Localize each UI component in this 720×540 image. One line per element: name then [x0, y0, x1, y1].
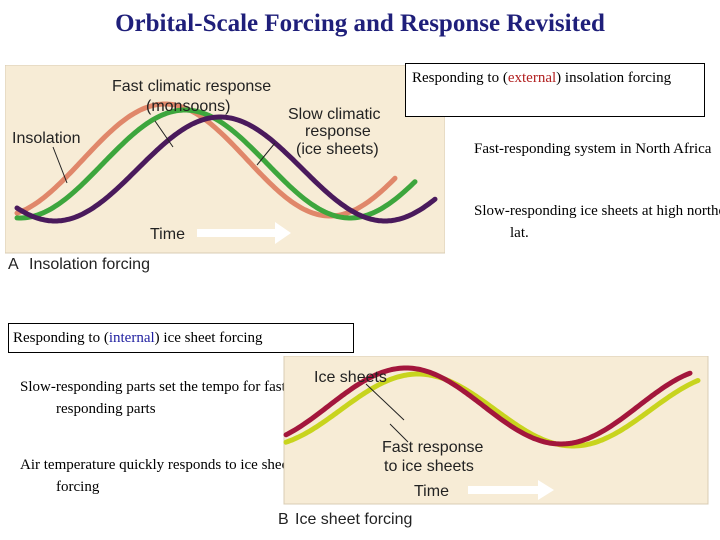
time-label: Time — [150, 226, 185, 243]
fast-b-pointer-line — [389, 423, 409, 443]
internal-forcing-box: Responding to (internal) ice sheet forci… — [8, 323, 354, 353]
time-arrow-b — [468, 480, 554, 500]
panel-b-letter: B — [278, 511, 289, 528]
slow-label-1: Slow climatic — [288, 106, 380, 123]
slow-label-3: (ice sheets) — [296, 141, 379, 158]
insolation-label: Insolation — [12, 130, 81, 147]
tempo-text: Slow-responding parts set the tempo for … — [20, 379, 291, 417]
insolation-pointer-line — [52, 146, 68, 184]
slow-response-curve — [14, 114, 438, 224]
page-title: Orbital-Scale Forcing and Response Revis… — [115, 10, 605, 37]
slow-pointer-line — [256, 142, 276, 166]
time-arrow — [197, 222, 291, 244]
panel-b-figure: Ice sheets Fast response to ice sheets T… — [278, 356, 709, 528]
panel-b-caption: Ice sheet forcing — [295, 511, 412, 528]
internal-box-pre: Responding to ( — [13, 330, 109, 346]
fast-b-label-1: Fast response — [382, 439, 483, 456]
slow-ice-text: Slow-responding ice sheets at high north… — [474, 203, 720, 241]
internal-keyword: internal — [108, 330, 155, 346]
panel-b-background — [283, 356, 709, 505]
external-box-pre: Responding to ( — [412, 70, 508, 86]
fast-africa-text: Fast-responding system in North Africa — [474, 141, 712, 157]
slow-label-2: response — [305, 123, 371, 140]
panel-a-figure: Fast climatic response (monsoons) Slow c… — [5, 65, 445, 273]
internal-box-post: ) ice sheet forcing — [154, 330, 263, 346]
ice-pointer-line — [365, 383, 405, 421]
fast-response-b-curve — [283, 371, 701, 449]
ice-label: Ice sheets — [314, 369, 387, 386]
air-temperature-text: Air temperature quickly responds to ice … — [20, 457, 293, 495]
panel-a-caption: Insolation forcing — [29, 256, 150, 273]
fast-label: Fast climatic response — [112, 78, 271, 95]
external-keyword: external — [507, 70, 557, 86]
external-forcing-box: Responding to (external) insolation forc… — [405, 63, 705, 117]
ice-sheets-curve — [283, 365, 693, 447]
external-box-post: ) insolation forcing — [556, 70, 672, 86]
fast-paren-label: (monsoons) — [146, 98, 230, 115]
panel-a-letter: A — [8, 256, 19, 273]
fast-b-label-2: to ice sheets — [384, 458, 474, 475]
time-b-label: Time — [414, 483, 449, 500]
fast-pointer-line — [154, 120, 174, 148]
